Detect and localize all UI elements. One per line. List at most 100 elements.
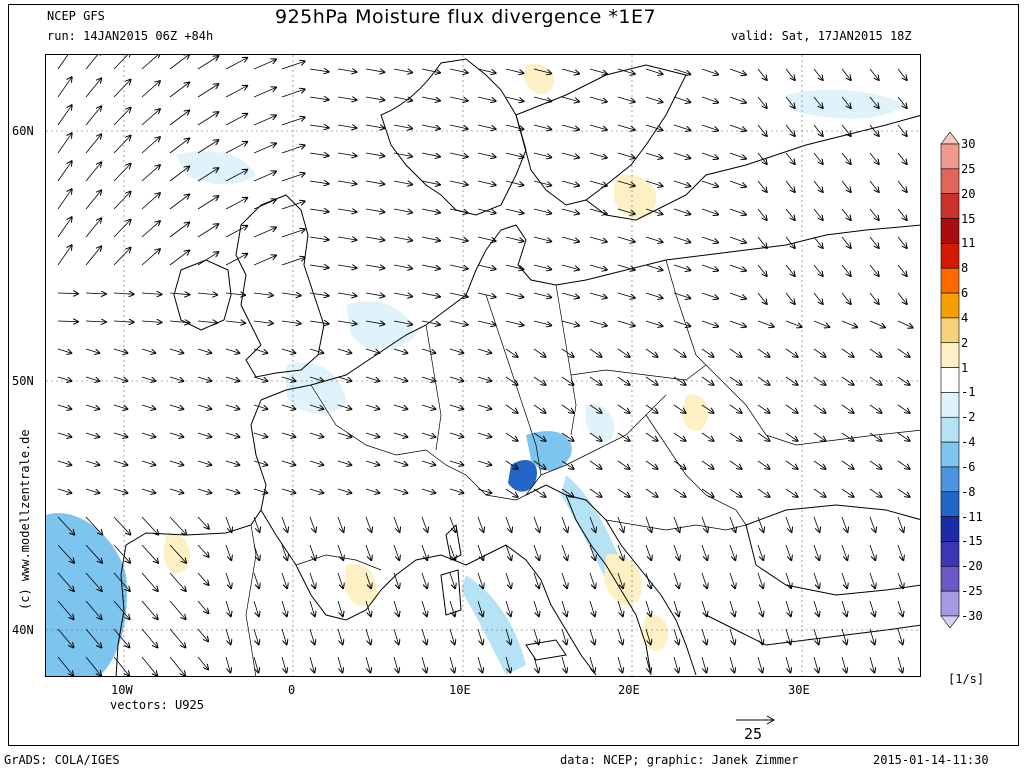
wind-vector [421, 348, 435, 353]
wind-vector [309, 460, 323, 465]
wind-vector [533, 96, 551, 101]
wind-vector [449, 488, 463, 493]
wind-vector [813, 180, 823, 192]
wind-vector [365, 432, 379, 437]
colorbar-tick-label: 1 [961, 360, 969, 375]
footer-grads: GrADS: COLA/IGES [4, 753, 120, 767]
wind-vector [85, 218, 101, 238]
wind-vector [533, 124, 551, 129]
wind-vector [281, 432, 295, 437]
wind-vector [785, 152, 795, 164]
wind-vector [785, 572, 791, 588]
wind-vector [561, 656, 566, 672]
wind-vector [757, 628, 763, 644]
wind-vector [729, 600, 735, 616]
wind-vector [113, 220, 131, 238]
wind-vector [365, 376, 379, 381]
wind-vector [337, 432, 351, 437]
wind-vector [785, 180, 795, 192]
wind-vector [337, 321, 356, 324]
colorbar-bottom-triangle [940, 615, 960, 628]
wind-vector [589, 572, 595, 588]
wind-vector [645, 96, 663, 102]
wind-vector [113, 108, 131, 126]
wind-vector [561, 236, 579, 242]
wind-vector [57, 376, 71, 381]
wind-vector [561, 96, 579, 102]
model-label: NCEP GFS [47, 9, 105, 23]
wind-vector [113, 600, 130, 619]
wind-vector [841, 488, 854, 497]
wind-vector [645, 208, 663, 214]
wind-vector [813, 432, 826, 441]
wind-vector [393, 237, 412, 241]
divergence-region [346, 301, 416, 350]
wind-vector [309, 69, 329, 72]
wind-vector [85, 488, 99, 493]
colorbar-bin [940, 267, 960, 294]
wind-vector [673, 180, 690, 186]
wind-vector [253, 656, 258, 672]
wind-vector [113, 321, 134, 322]
wind-vector [757, 96, 767, 108]
colorbar-tick-label: 15 [961, 211, 976, 226]
wind-vector [701, 320, 718, 327]
wind-vector [421, 488, 435, 493]
wind-vector [617, 208, 635, 214]
wind-vector [785, 376, 798, 385]
wind-vector [477, 404, 491, 409]
wind-vector [393, 404, 407, 409]
wind-vector [785, 264, 795, 276]
divergence-region [613, 174, 657, 219]
wind-vector [645, 264, 663, 270]
wind-vector [841, 96, 851, 108]
wind-vector [225, 572, 231, 588]
wind-vector [869, 152, 879, 164]
wind-vector [897, 68, 907, 80]
wind-vector [897, 600, 903, 616]
figure-frame [8, 4, 1019, 746]
wind-vector [85, 55, 101, 70]
wind-vector [757, 320, 774, 327]
wind-vector [421, 572, 427, 588]
wind-vector [589, 292, 607, 298]
wind-vector [729, 124, 746, 131]
wind-vector [197, 140, 218, 154]
wind-vector [813, 152, 823, 164]
wind-vector [393, 488, 407, 493]
wind-vector [673, 432, 686, 441]
wind-vector [701, 432, 714, 441]
wind-vector [253, 116, 276, 126]
wind-vector [617, 600, 623, 616]
wind-vector [309, 237, 329, 240]
wind-vector [673, 68, 690, 74]
wind-vector [421, 68, 440, 73]
wind-vector [897, 628, 903, 644]
wind-vector [113, 80, 131, 98]
wind-vector [85, 628, 101, 647]
wind-vector [309, 97, 329, 100]
lon-label-10w: 10W [111, 683, 133, 697]
wind-vector [421, 600, 427, 616]
wind-vector [449, 264, 468, 269]
wind-vector [785, 124, 795, 136]
wind-vector [337, 376, 351, 381]
wind-vector [281, 145, 305, 154]
wind-vector [169, 572, 186, 591]
wind-vector [841, 600, 847, 616]
wind-vector [869, 292, 879, 304]
wind-vector [113, 516, 130, 535]
run-label: run: 14JAN2015 06Z +84h [47, 29, 214, 43]
wind-vector [533, 208, 551, 213]
wind-vector [729, 432, 742, 441]
map-area [45, 54, 921, 677]
wind-vector [253, 348, 267, 353]
wind-vector [197, 84, 218, 98]
wind-vector [869, 236, 879, 248]
wind-vector [645, 628, 651, 644]
wind-vector [113, 348, 127, 353]
wind-vector [309, 376, 323, 381]
wind-vector [701, 208, 718, 215]
wind-vector [617, 152, 635, 158]
wind-vector [729, 180, 746, 187]
